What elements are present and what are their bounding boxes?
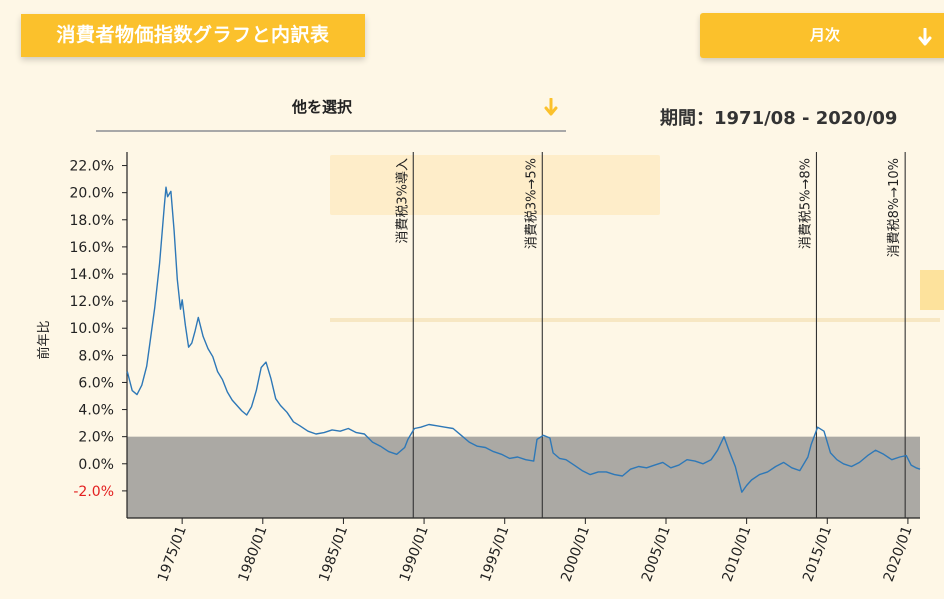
x-tick-label: 2020/01	[881, 524, 916, 584]
arrow-down-icon	[544, 98, 558, 116]
period-toggle-button[interactable]: 月次	[700, 13, 944, 58]
y-tick-label: 12.0%	[70, 294, 114, 310]
x-tick-label: 2015/01	[800, 524, 835, 584]
x-tick-label: 1995/01	[478, 524, 513, 584]
y-tick-label: 22.0%	[70, 159, 114, 175]
annotation-label: 消費税3%→5%	[524, 158, 539, 249]
period-toggle-label: 月次	[810, 26, 841, 44]
y-axis-label: 前年比	[36, 320, 52, 359]
y-tick-label: 16.0%	[70, 240, 114, 256]
y-tick-label: 10.0%	[70, 321, 114, 337]
x-tick-label: 1975/01	[155, 524, 190, 584]
cpi-line-chart: 22.0% 20.0% 18.0% 16.0% 14.0% 12.0% 10.0% 8.0% 6…	[36, 152, 921, 584]
threshold-band	[127, 436, 920, 518]
x-tick-label: 2005/01	[639, 524, 674, 584]
y-tick-label: 18.0%	[70, 213, 114, 229]
y-tick-label: 0.0%	[78, 457, 114, 473]
cpi-series-line	[126, 186, 921, 493]
y-tick-label: 6.0%	[78, 375, 114, 391]
x-tick-label: 2010/01	[719, 524, 754, 584]
arrow-down-icon	[918, 28, 932, 46]
period-label: 期間：1971/08 - 2020/09	[660, 108, 898, 129]
y-tick-label: 2.0%	[78, 430, 114, 446]
y-tick-label: 8.0%	[78, 348, 114, 364]
annotation-label: 消費税5%→8%	[798, 158, 813, 249]
series-selector[interactable]: 他を選択	[96, 90, 566, 132]
page-title: 消費者物価指数グラフと内訳表	[21, 14, 365, 57]
y-tick-label: 14.0%	[70, 267, 114, 283]
x-tick-label: 1980/01	[236, 524, 271, 584]
annotation-label: 消費税3%導入	[395, 158, 410, 244]
y-tick-label: 20.0%	[70, 186, 114, 202]
y-tick-label: -2.0%	[73, 484, 114, 500]
x-tick-label: 1985/01	[316, 524, 351, 584]
series-selector-label: 他を選択	[292, 98, 353, 116]
x-tick-label: 1990/01	[397, 524, 432, 584]
annotation-label: 消費税8%→10%	[887, 158, 902, 257]
y-tick-label: 4.0%	[78, 403, 114, 419]
x-tick-label: 2000/01	[558, 524, 593, 584]
